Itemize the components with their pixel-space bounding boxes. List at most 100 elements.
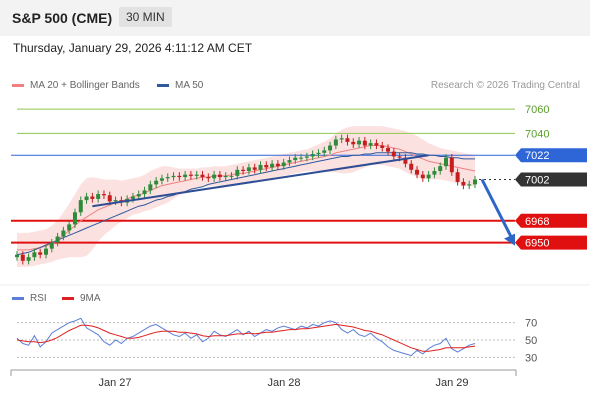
candle — [287, 156, 292, 167]
candle — [426, 171, 431, 182]
candle-body — [241, 169, 246, 172]
level-tag-bg — [515, 172, 587, 187]
candle-body — [310, 154, 315, 157]
candle-body — [415, 169, 420, 175]
rsi-swatch — [12, 296, 24, 300]
candle-body — [96, 194, 101, 199]
ma50-line — [16, 152, 475, 256]
rsi-tick-label-70: 70 — [525, 318, 537, 330]
candle-body — [322, 150, 327, 153]
candle-body — [78, 200, 83, 213]
candle — [67, 220, 72, 235]
candle — [159, 174, 164, 185]
candle — [368, 139, 373, 150]
candle-body — [403, 157, 408, 164]
timeframe-badge[interactable]: 30 MIN — [119, 7, 172, 27]
candle-body — [61, 230, 66, 237]
x-tick-label: Jan 28 — [267, 377, 300, 389]
candle — [241, 166, 246, 175]
candle-body — [304, 156, 309, 158]
candle — [49, 238, 54, 253]
legend-9ma: 9MA — [62, 293, 101, 304]
candle-body — [287, 160, 292, 163]
level-label-6950: 6950 — [525, 238, 549, 250]
legend-rsi-label: RSI — [30, 293, 47, 304]
candle-body — [183, 174, 188, 178]
candle — [444, 154, 449, 170]
candle-body — [426, 174, 431, 179]
candle — [96, 190, 101, 203]
timestamp: Thursday, January 29, 2026 4:11:12 AM CE… — [13, 41, 253, 55]
candle — [142, 186, 147, 198]
candle-body — [374, 143, 379, 146]
candle-body — [212, 174, 217, 179]
candle — [90, 192, 95, 203]
candle-body — [397, 156, 402, 158]
candle-body — [246, 167, 251, 172]
candle — [455, 168, 460, 186]
symbol-title: S&P 500 (CME) — [12, 10, 113, 26]
level-tag-6950: 6950 — [515, 235, 587, 250]
candle-body — [391, 151, 396, 157]
candle-body — [229, 175, 234, 177]
candle — [473, 175, 477, 188]
candle-body — [467, 184, 472, 186]
candle-body — [113, 200, 118, 202]
rsi-tick-label-30: 30 — [525, 352, 537, 364]
legend-ma20-bollinger: MA 20 + Bollinger Bands — [12, 80, 140, 91]
legend-ma20-label: MA 20 + Bollinger Bands — [30, 80, 140, 91]
candle — [420, 171, 425, 182]
candle — [217, 171, 222, 181]
candle — [322, 146, 327, 157]
candle — [293, 154, 298, 164]
candle-body — [461, 181, 466, 186]
candle — [304, 152, 309, 162]
candle-body — [432, 171, 437, 175]
candle-body — [438, 166, 443, 172]
candle — [188, 171, 193, 180]
candle — [449, 154, 454, 176]
candle — [194, 171, 199, 180]
candle-body — [177, 175, 182, 178]
candle — [32, 248, 37, 261]
legend-rsi: RSI — [12, 293, 47, 304]
candle-body — [84, 196, 89, 201]
candle-body — [281, 162, 286, 167]
candle — [235, 166, 240, 180]
candle — [78, 196, 83, 216]
candle-body — [409, 163, 414, 170]
candle-body — [142, 190, 147, 195]
candle-body — [235, 169, 240, 176]
candle — [148, 180, 153, 195]
credit-text: Research © 2026 Trading Central — [430, 80, 580, 91]
level-label-7022: 7022 — [525, 150, 549, 162]
candle-body — [15, 254, 19, 258]
candle-body — [316, 152, 321, 155]
candle — [391, 147, 396, 161]
candle-body — [252, 167, 257, 170]
candle — [339, 134, 344, 144]
candle — [415, 166, 420, 179]
candle-body — [275, 163, 280, 167]
candle-body — [386, 147, 391, 152]
rsi-ma-line — [16, 323, 476, 352]
candle-body — [473, 179, 477, 185]
candle-body — [339, 138, 344, 140]
candle — [84, 192, 89, 204]
candle-body — [444, 157, 449, 167]
level-label-6968: 6968 — [525, 216, 549, 228]
candle — [206, 173, 211, 182]
candle-body — [270, 163, 275, 168]
candle-body — [165, 177, 170, 179]
candle — [15, 251, 19, 261]
trendline — [92, 154, 429, 208]
candle-body — [217, 174, 222, 178]
candle — [177, 172, 182, 181]
ma50-swatch — [157, 83, 169, 87]
candle — [386, 144, 391, 156]
candle-body — [32, 252, 37, 258]
level-tag-7002: 7002 — [515, 172, 587, 187]
candle — [333, 135, 338, 150]
candle — [362, 137, 367, 150]
